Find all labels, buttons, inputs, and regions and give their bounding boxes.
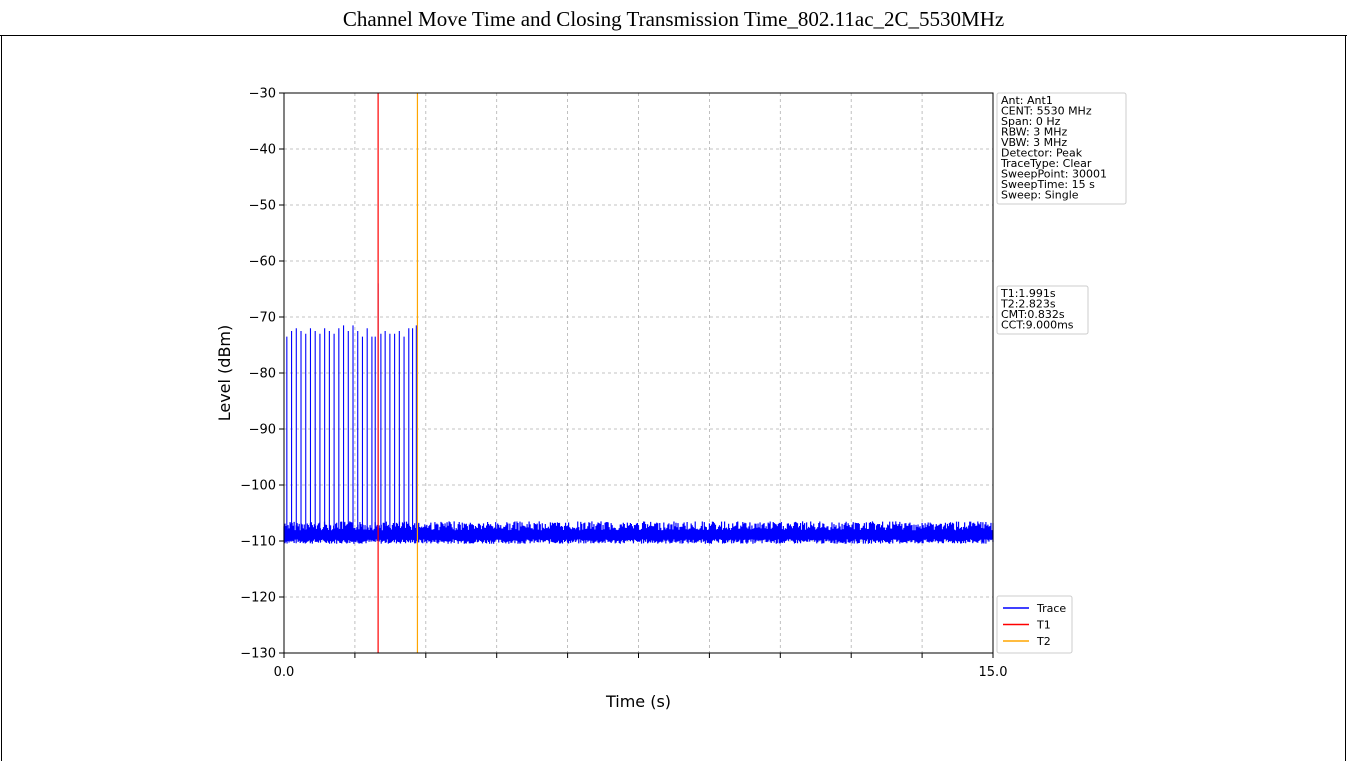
settings-info-box-line: RBW: 3 MHz bbox=[1001, 126, 1067, 139]
y-tick-label: −70 bbox=[249, 311, 276, 326]
y-tick-label: −130 bbox=[240, 647, 276, 662]
y-tick-label: −30 bbox=[249, 87, 276, 102]
page-title-bar: Channel Move Time and Closing Transmissi… bbox=[0, 0, 1347, 36]
settings-info-box-line: Sweep: Single bbox=[1001, 189, 1079, 202]
marker-summary-box-line: T2:2.823s bbox=[1000, 298, 1056, 311]
x-axis-label: Time (s) bbox=[605, 692, 671, 711]
settings-info-box-line: VBW: 3 MHz bbox=[1001, 136, 1067, 149]
settings-info-box-line: Span: 0 Hz bbox=[1001, 115, 1061, 128]
settings-info-box-line: TraceType: Clear bbox=[1000, 157, 1092, 170]
marker-summary-box-line: CMT:0.832s bbox=[1001, 308, 1065, 321]
settings-info-box-line: SweepTime: 15 s bbox=[1001, 178, 1095, 191]
y-tick-label: −100 bbox=[240, 479, 276, 494]
page-title: Channel Move Time and Closing Transmissi… bbox=[342, 7, 1005, 31]
settings-info-box-line: Detector: Peak bbox=[1001, 147, 1083, 160]
settings-info-box-line: SweepPoint: 30001 bbox=[1001, 168, 1107, 181]
marker-summary-box-line: T1:1.991s bbox=[1000, 287, 1056, 300]
y-tick-label: −90 bbox=[249, 423, 276, 438]
legend-label: T2 bbox=[1036, 635, 1051, 648]
legend-label: Trace bbox=[1036, 602, 1066, 615]
marker-summary-box bbox=[996, 285, 1089, 335]
legend bbox=[996, 595, 1073, 654]
y-tick-label: −80 bbox=[249, 367, 276, 382]
marker-summary-box-line: CCT:9.000ms bbox=[1001, 319, 1074, 332]
y-axis-label: Level (dBm) bbox=[215, 325, 234, 422]
y-tick-label: −50 bbox=[249, 199, 276, 214]
y-tick-label: −60 bbox=[249, 255, 276, 270]
y-tick-label: −40 bbox=[249, 143, 276, 158]
settings-info-box-line: Ant: Ant1 bbox=[1001, 94, 1053, 107]
y-tick-label: −110 bbox=[240, 535, 276, 550]
frame-border-left bbox=[1, 35, 2, 761]
x-tick-label: 15.0 bbox=[979, 665, 1008, 680]
x-tick-label: 0.0 bbox=[274, 665, 295, 680]
settings-info-box-line: CENT: 5530 MHz bbox=[1001, 105, 1092, 118]
legend-label: T1 bbox=[1036, 619, 1051, 632]
settings-info-box bbox=[996, 92, 1127, 205]
frame-border-right bbox=[1345, 35, 1346, 761]
y-tick-label: −120 bbox=[240, 591, 276, 606]
